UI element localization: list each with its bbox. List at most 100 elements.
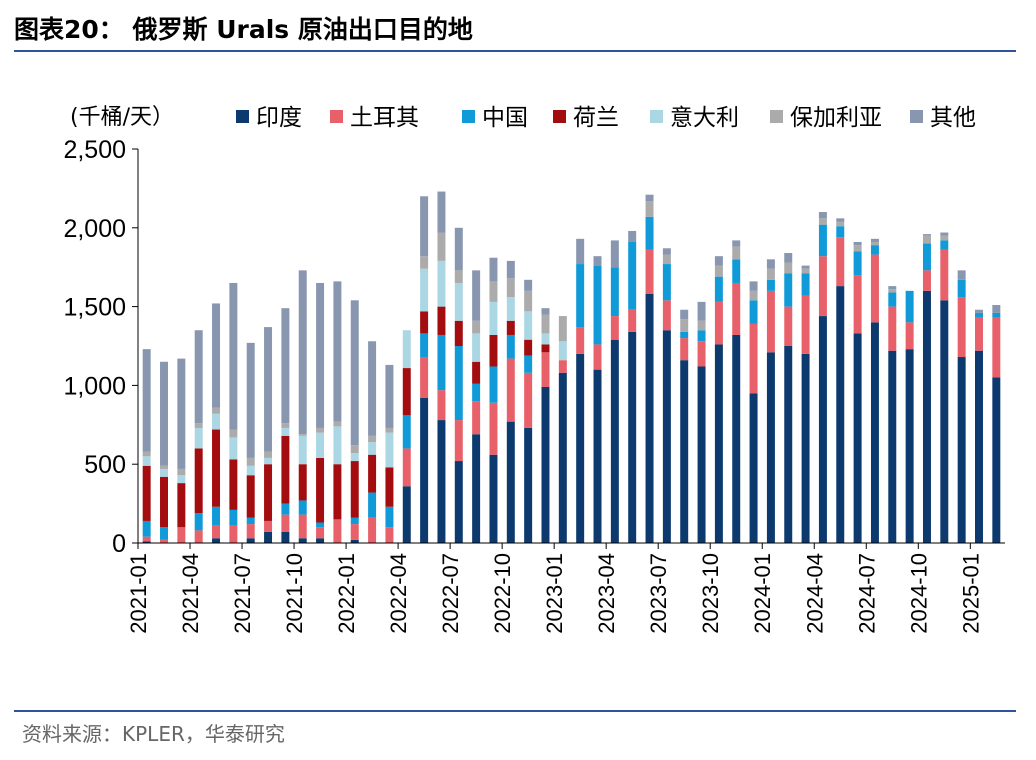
bar-segment-2021-04-s2 — [194, 513, 203, 531]
bar-segment-2022-01-s6 — [350, 300, 359, 446]
x-tick-label: 2021-10 — [282, 553, 307, 634]
bar-segment-2022-05-s2 — [420, 333, 429, 358]
bar-segment-2022-06-s6 — [437, 191, 446, 233]
bar-segment-2021-04-s5 — [194, 423, 203, 428]
bar-segment-2022-01-s2 — [350, 517, 359, 525]
bar-segment-2023-04-s0 — [610, 339, 619, 543]
bar-segment-2024-02-s2 — [784, 273, 793, 307]
bar-segment-2023-10-s6 — [714, 256, 723, 266]
y-axis-unit-label: (千桶/天） — [70, 105, 174, 130]
bar-segment-2022-10-s0 — [506, 421, 515, 543]
bar-segment-2023-09-s5 — [697, 320, 706, 331]
bar-segment-2023-03-s6 — [593, 256, 602, 266]
x-tick-label: 2022-04 — [386, 553, 411, 634]
bar-segment-2022-09-s1 — [489, 402, 498, 455]
bar-segment-2021-07-s0 — [246, 538, 255, 543]
bar-segment-2021-09-s1 — [281, 514, 290, 532]
bar-segment-2023-04-s6 — [610, 240, 619, 268]
bar-segment-2021-04-s1 — [194, 530, 203, 543]
bar-segment-2022-05-s6 — [420, 196, 429, 257]
bar-segment-2021-05-s4 — [212, 413, 221, 430]
legend-label: 其他 — [930, 105, 976, 131]
bar-series-group — [142, 191, 1001, 543]
bar-segment-2024-06-s6 — [853, 241, 862, 246]
bar-segment-2022-02-s6 — [368, 341, 377, 436]
bar-segment-2022-09-s6 — [489, 257, 498, 282]
bar-segment-2022-06-s5 — [437, 232, 446, 261]
bar-segment-2022-12-s1 — [541, 352, 550, 387]
bar-segment-2024-04-s2 — [818, 224, 827, 257]
bar-segment-2022-07-s6 — [454, 227, 463, 271]
bar-segment-2022-05-s0 — [420, 398, 429, 543]
bar-segment-2024-01-s6 — [766, 259, 775, 269]
bar-segment-2021-01-s3 — [142, 465, 151, 521]
bar-segment-2025-01-s1 — [975, 317, 983, 351]
bar-segment-2024-01-s1 — [766, 290, 775, 353]
bar-segment-2024-03-s2 — [801, 273, 810, 296]
legend-swatch — [770, 110, 783, 123]
x-tick-label: 2023-04 — [594, 553, 619, 634]
bar-segment-2025-01-s0 — [975, 350, 983, 543]
bar-segment-2021-07-s1 — [246, 524, 255, 539]
bar-segment-2021-05-s6 — [212, 303, 221, 408]
bar-segment-2022-06-s0 — [437, 420, 446, 543]
legend-swatch — [236, 110, 249, 123]
bar-segment-2023-10-s0 — [714, 344, 723, 543]
bar-segment-2021-10-s6 — [298, 270, 307, 435]
bar-segment-2022-09-s4 — [489, 301, 498, 335]
bar-segment-2022-06-s1 — [437, 390, 446, 421]
bar-segment-2023-10-s2 — [714, 276, 723, 302]
bar-segment-2024-06-s1 — [853, 275, 862, 334]
legend-label: 荷兰 — [573, 105, 619, 131]
bar-segment-2023-03-s0 — [593, 369, 602, 543]
footer-divider — [14, 710, 1016, 712]
bar-segment-2023-08-s2 — [680, 331, 689, 339]
bar-segment-2021-12-s3 — [333, 464, 342, 520]
bar-segment-2022-01-s0 — [350, 539, 359, 543]
bar-segment-2022-04-s3 — [402, 368, 411, 416]
bar-segment-2023-02-s1 — [576, 327, 585, 354]
bar-segment-2022-07-s1 — [454, 420, 463, 462]
bar-segment-2023-01-s1 — [558, 360, 567, 373]
bar-segment-2021-07-s2 — [246, 517, 255, 525]
bar-segment-2022-08-s1 — [472, 401, 481, 435]
bar-segment-2023-05-s0 — [628, 331, 637, 543]
x-tick-label: 2023-10 — [698, 553, 723, 634]
bar-segment-2021-12-s5 — [333, 421, 342, 427]
x-tick-label: 2022-01 — [334, 553, 359, 634]
bar-segment-2022-10-s1 — [506, 358, 515, 422]
bar-segment-2021-03-s6 — [177, 358, 186, 469]
bar-segment-2021-06-s4 — [229, 437, 238, 460]
bar-segment-2024-03-s0 — [801, 353, 810, 543]
legend-label: 保加利亚 — [790, 105, 882, 131]
bar-segment-2023-12-s6 — [749, 281, 758, 291]
bar-segment-2022-01-s5 — [350, 445, 359, 454]
bar-segment-2022-11-s3 — [524, 339, 533, 356]
bar-segment-2022-07-s4 — [454, 282, 463, 321]
bar-segment-2022-09-s5 — [489, 281, 498, 302]
bar-segment-2022-07-s3 — [454, 320, 463, 346]
bar-segment-2021-02-s5 — [160, 465, 168, 469]
bar-segment-2021-08-s4 — [264, 457, 273, 465]
bar-segment-2024-06-s5 — [853, 245, 862, 252]
bar-segment-2022-02-s3 — [368, 454, 377, 493]
bar-segment-2021-01-s4 — [142, 456, 151, 466]
x-tick-label: 2024-01 — [750, 553, 775, 634]
bar-segment-2021-06-s3 — [229, 459, 238, 510]
bar-segment-2021-03-s5 — [177, 468, 186, 476]
bar-segment-2022-01-s1 — [350, 524, 359, 540]
bar-segment-2022-11-s4 — [524, 311, 533, 340]
bar-segment-2022-02-s2 — [368, 492, 377, 518]
bar-segment-2023-08-s5 — [680, 319, 689, 332]
bar-segment-2024-10-s0 — [922, 290, 931, 543]
bar-segment-2024-10-s6 — [922, 234, 931, 236]
bar-segment-2021-06-s5 — [229, 429, 238, 438]
bar-segment-2023-01-s0 — [558, 372, 567, 543]
bar-segment-2024-02-s5 — [784, 262, 793, 274]
bar-segment-2022-08-s0 — [472, 434, 481, 543]
bar-segment-2021-07-s6 — [246, 342, 255, 458]
bar-segment-2021-09-s6 — [281, 308, 290, 424]
bar-segment-2024-12-s6 — [957, 270, 966, 280]
bar-segment-2023-12-s2 — [749, 300, 758, 324]
x-tick-label: 2023-07 — [646, 553, 671, 634]
